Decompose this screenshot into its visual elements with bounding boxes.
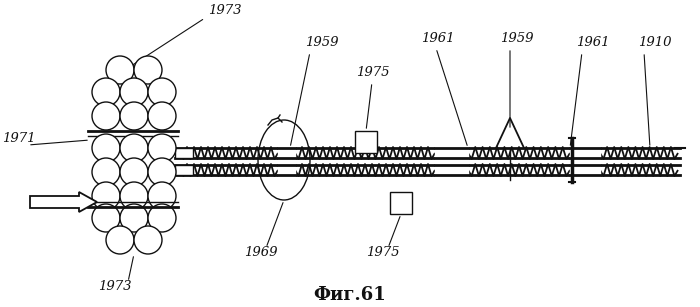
Circle shape [92,182,120,210]
Circle shape [92,158,120,186]
Text: 1959: 1959 [305,36,339,49]
Text: 1975: 1975 [356,66,389,79]
Text: 1961: 1961 [576,36,610,49]
Text: Фиг.61: Фиг.61 [314,286,386,304]
FancyArrow shape [30,192,97,212]
Circle shape [92,102,120,130]
Text: 1910: 1910 [638,36,671,49]
Circle shape [148,204,176,232]
Bar [175,148,193,158]
Circle shape [148,134,176,162]
Text: 1973: 1973 [208,4,241,17]
Circle shape [120,102,148,130]
Circle shape [120,182,148,210]
Circle shape [148,158,176,186]
Circle shape [120,134,148,162]
Circle shape [120,204,148,232]
Circle shape [92,78,120,106]
Text: 1973: 1973 [98,280,132,293]
Circle shape [106,226,134,254]
Text: 1961: 1961 [421,32,454,45]
Circle shape [148,78,176,106]
Circle shape [120,78,148,106]
Text: 1969: 1969 [244,246,277,259]
Circle shape [92,134,120,162]
Text: 1971: 1971 [2,132,36,145]
Circle shape [134,56,162,84]
Circle shape [134,226,162,254]
Bar [175,165,193,175]
Bar [390,192,412,214]
Circle shape [106,56,134,84]
Bar [355,131,377,153]
Circle shape [92,204,120,232]
Text: 1975: 1975 [366,246,400,259]
Circle shape [148,102,176,130]
Text: 1959: 1959 [500,32,533,45]
Circle shape [148,182,176,210]
Circle shape [120,158,148,186]
